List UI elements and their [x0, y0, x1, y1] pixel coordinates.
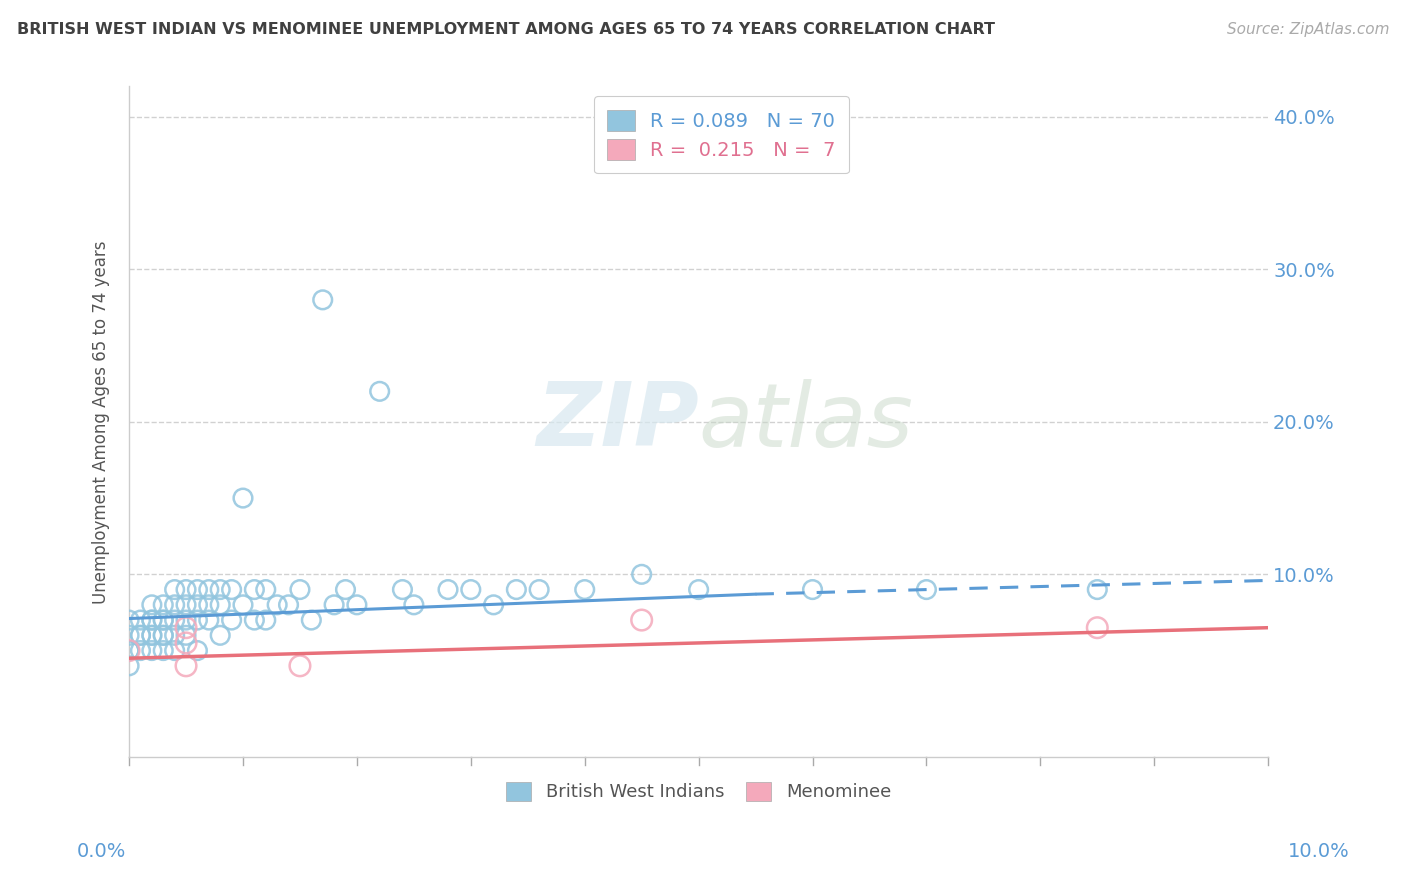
Point: [141, 643, 163, 657]
Point: [243, 613, 266, 627]
Point: [141, 613, 163, 627]
Point: [174, 621, 197, 635]
Point: [174, 613, 197, 627]
Point: [335, 582, 357, 597]
Legend: British West Indians, Menominee: British West Indians, Menominee: [499, 775, 898, 809]
Point: [243, 582, 266, 597]
Point: [118, 613, 141, 627]
Point: [527, 582, 550, 597]
Point: [152, 628, 174, 642]
Point: [174, 582, 197, 597]
Point: [118, 643, 141, 657]
Point: [232, 598, 254, 612]
Point: [630, 613, 652, 627]
Point: [1085, 621, 1108, 635]
Point: [1085, 582, 1108, 597]
Point: [163, 598, 186, 612]
Point: [460, 582, 482, 597]
Point: [129, 613, 152, 627]
Point: [186, 598, 208, 612]
Point: [221, 582, 243, 597]
Point: [277, 598, 299, 612]
Point: [186, 643, 208, 657]
Point: [186, 582, 208, 597]
Point: [118, 628, 141, 642]
Point: [174, 636, 197, 650]
Point: [163, 613, 186, 627]
Point: [174, 658, 197, 673]
Point: [482, 598, 505, 612]
Point: [186, 613, 208, 627]
Point: [288, 582, 311, 597]
Point: [129, 628, 152, 642]
Point: [402, 598, 425, 612]
Point: [209, 582, 232, 597]
Point: [346, 598, 368, 612]
Text: ZIP: ZIP: [536, 378, 699, 466]
Point: [163, 582, 186, 597]
Point: [141, 628, 163, 642]
Point: [141, 613, 163, 627]
Point: [174, 598, 197, 612]
Text: 0.0%: 0.0%: [76, 842, 127, 862]
Point: [118, 643, 141, 657]
Point: [163, 643, 186, 657]
Point: [505, 582, 527, 597]
Point: [915, 582, 938, 597]
Text: atlas: atlas: [699, 379, 914, 465]
Point: [129, 628, 152, 642]
Point: [163, 628, 186, 642]
Point: [254, 613, 277, 627]
Point: [801, 582, 824, 597]
Point: [152, 598, 174, 612]
Point: [323, 598, 346, 612]
Point: [437, 582, 460, 597]
Point: [391, 582, 413, 597]
Point: [118, 658, 141, 673]
Point: [221, 613, 243, 627]
Point: [141, 598, 163, 612]
Point: [198, 598, 221, 612]
Y-axis label: Unemployment Among Ages 65 to 74 years: Unemployment Among Ages 65 to 74 years: [93, 240, 110, 604]
Point: [368, 384, 391, 399]
Point: [299, 613, 322, 627]
Point: [198, 582, 221, 597]
Point: [630, 567, 652, 582]
Point: [152, 613, 174, 627]
Point: [141, 628, 163, 642]
Point: [152, 613, 174, 627]
Text: BRITISH WEST INDIAN VS MENOMINEE UNEMPLOYMENT AMONG AGES 65 TO 74 YEARS CORRELAT: BRITISH WEST INDIAN VS MENOMINEE UNEMPLO…: [17, 22, 995, 37]
Point: [129, 643, 152, 657]
Point: [232, 491, 254, 505]
Point: [288, 658, 311, 673]
Point: [152, 643, 174, 657]
Point: [174, 628, 197, 642]
Point: [312, 293, 335, 307]
Point: [152, 628, 174, 642]
Point: [254, 582, 277, 597]
Point: [266, 598, 288, 612]
Text: 10.0%: 10.0%: [1288, 842, 1350, 862]
Point: [198, 613, 221, 627]
Point: [209, 628, 232, 642]
Point: [574, 582, 596, 597]
Point: [118, 643, 141, 657]
Point: [209, 598, 232, 612]
Point: [688, 582, 710, 597]
Text: Source: ZipAtlas.com: Source: ZipAtlas.com: [1226, 22, 1389, 37]
